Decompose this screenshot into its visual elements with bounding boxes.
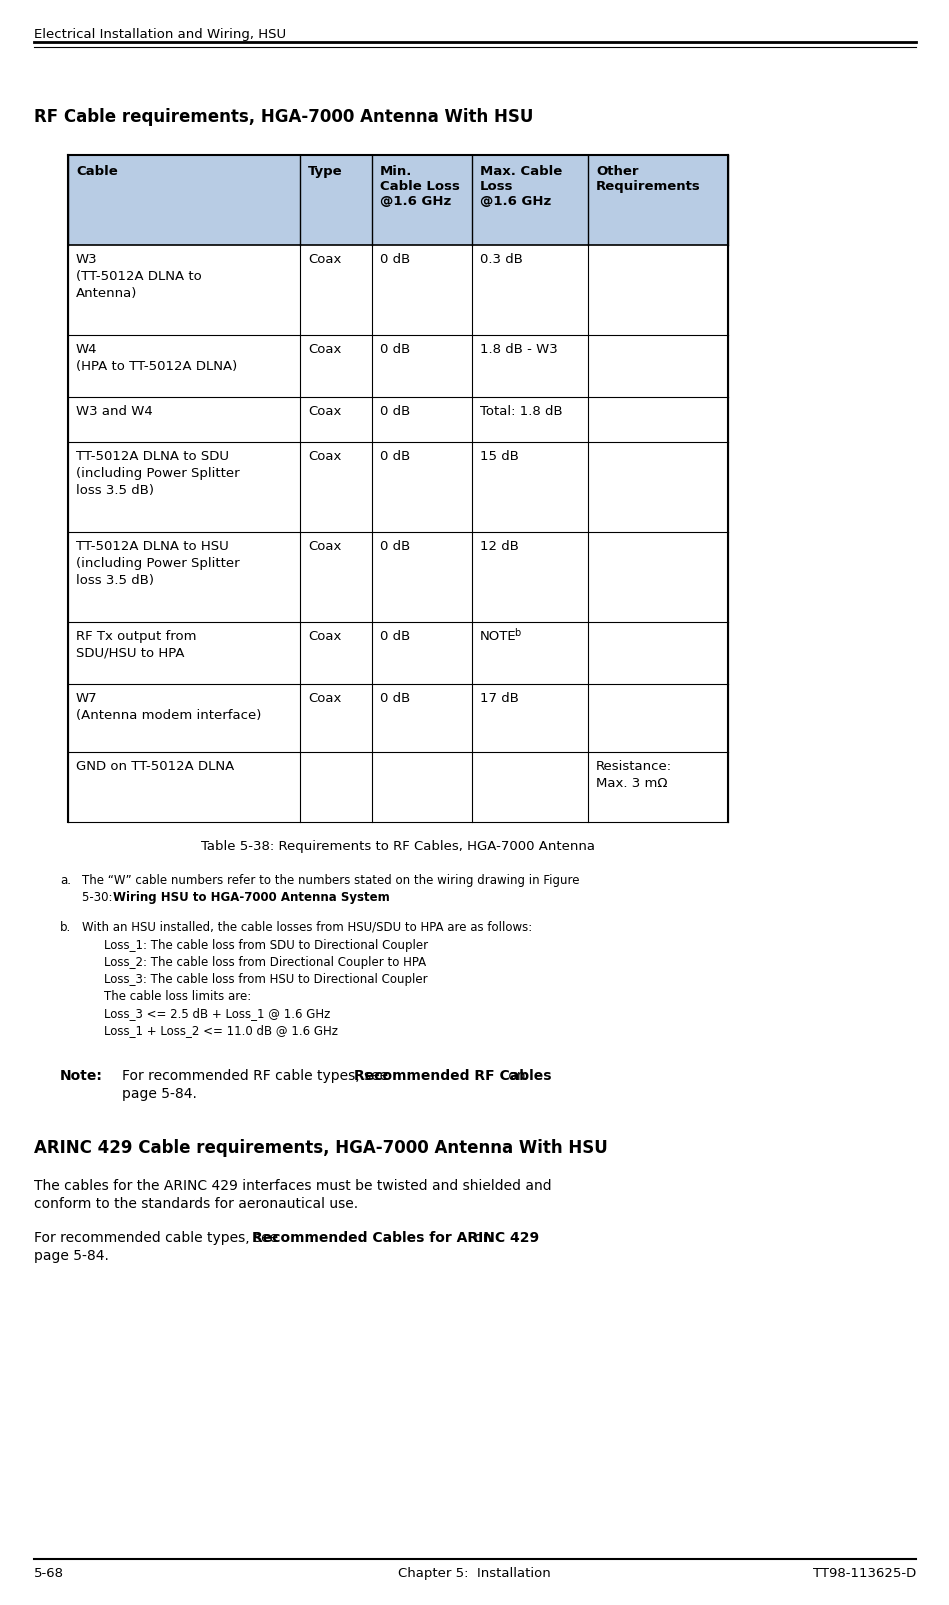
Text: W3 and W4: W3 and W4 xyxy=(76,404,153,417)
Text: a.: a. xyxy=(60,875,71,888)
Text: W4
(HPA to TT-5012A DLNA): W4 (HPA to TT-5012A DLNA) xyxy=(76,343,237,372)
Text: Total: 1.8 dB: Total: 1.8 dB xyxy=(480,404,563,417)
Text: Wiring HSU to HGA-7000 Antenna System: Wiring HSU to HGA-7000 Antenna System xyxy=(113,891,390,904)
Text: 5-68: 5-68 xyxy=(34,1566,64,1579)
Text: W7
(Antenna modem interface): W7 (Antenna modem interface) xyxy=(76,692,261,722)
Text: Coax: Coax xyxy=(308,404,342,417)
Text: 0 dB: 0 dB xyxy=(380,404,410,417)
Bar xyxy=(68,335,728,396)
Text: Max. Cable
Loss
@1.6 GHz: Max. Cable Loss @1.6 GHz xyxy=(480,165,562,209)
Text: Coax: Coax xyxy=(308,343,342,356)
Text: Coax: Coax xyxy=(308,449,342,462)
Text: Loss_1: The cable loss from SDU to Directional Coupler: Loss_1: The cable loss from SDU to Direc… xyxy=(104,939,428,952)
Text: For recommended cable types, see: For recommended cable types, see xyxy=(34,1231,283,1245)
Text: Min.
Cable Loss
@1.6 GHz: Min. Cable Loss @1.6 GHz xyxy=(380,165,460,209)
Text: Electrical Installation and Wiring, HSU: Electrical Installation and Wiring, HSU xyxy=(34,27,287,42)
Text: The cable loss limits are:: The cable loss limits are: xyxy=(104,990,251,1003)
Text: b: b xyxy=(514,628,520,639)
Text: on: on xyxy=(504,1069,526,1083)
Text: 0 dB: 0 dB xyxy=(380,631,410,644)
Text: 17 dB: 17 dB xyxy=(480,692,519,705)
Bar xyxy=(68,623,728,684)
Text: 12 dB: 12 dB xyxy=(480,539,519,554)
Bar xyxy=(68,156,728,246)
Text: For recommended RF cable types, see: For recommended RF cable types, see xyxy=(122,1069,393,1083)
Text: With an HSU installed, the cable losses from HSU/SDU to HPA are as follows:: With an HSU installed, the cable losses … xyxy=(82,921,532,934)
Text: 0 dB: 0 dB xyxy=(380,343,410,356)
Text: 1.8 dB - W3: 1.8 dB - W3 xyxy=(480,343,558,356)
Text: Loss_1 + Loss_2 <= 11.0 dB @ 1.6 GHz: Loss_1 + Loss_2 <= 11.0 dB @ 1.6 GHz xyxy=(104,1024,338,1037)
Text: RF Cable requirements, HGA-7000 Antenna With HSU: RF Cable requirements, HGA-7000 Antenna … xyxy=(34,108,533,127)
Text: ARINC 429 Cable requirements, HGA-7000 Antenna With HSU: ARINC 429 Cable requirements, HGA-7000 A… xyxy=(34,1140,607,1157)
Bar xyxy=(68,396,728,441)
Text: TT-5012A DLNA to SDU
(including Power Splitter
loss 3.5 dB): TT-5012A DLNA to SDU (including Power Sp… xyxy=(76,449,240,498)
Text: Loss_3: The cable loss from HSU to Directional Coupler: Loss_3: The cable loss from HSU to Direc… xyxy=(104,973,428,985)
Text: b.: b. xyxy=(60,921,71,934)
Text: 0 dB: 0 dB xyxy=(380,539,410,554)
Text: The cables for the ARINC 429 interfaces must be twisted and shielded and: The cables for the ARINC 429 interfaces … xyxy=(34,1180,551,1193)
Text: Coax: Coax xyxy=(308,631,342,644)
Text: GND on TT-5012A DLNA: GND on TT-5012A DLNA xyxy=(76,761,234,774)
Bar xyxy=(68,246,728,335)
Text: Other
Requirements: Other Requirements xyxy=(596,165,700,193)
Text: 0.3 dB: 0.3 dB xyxy=(480,254,523,266)
Bar xyxy=(68,753,728,822)
Text: 15 dB: 15 dB xyxy=(480,449,519,462)
Bar xyxy=(68,441,728,531)
Text: Recommended Cables for ARINC 429: Recommended Cables for ARINC 429 xyxy=(252,1231,539,1245)
Text: Coax: Coax xyxy=(308,254,342,266)
Text: Resistance:
Max. 3 mΩ: Resistance: Max. 3 mΩ xyxy=(596,761,672,790)
Text: TT-5012A DLNA to HSU
(including Power Splitter
loss 3.5 dB): TT-5012A DLNA to HSU (including Power Sp… xyxy=(76,539,240,587)
Text: on: on xyxy=(470,1231,492,1245)
Text: .: . xyxy=(360,891,363,904)
Text: Coax: Coax xyxy=(308,539,342,554)
Text: NOTE: NOTE xyxy=(480,631,516,644)
Bar xyxy=(68,531,728,623)
Text: 0 dB: 0 dB xyxy=(380,254,410,266)
Text: page 5-84.: page 5-84. xyxy=(122,1087,196,1101)
Text: 0 dB: 0 dB xyxy=(380,692,410,705)
Text: W3
(TT-5012A DLNA to
Antenna): W3 (TT-5012A DLNA to Antenna) xyxy=(76,254,202,300)
Text: RF Tx output from
SDU/HSU to HPA: RF Tx output from SDU/HSU to HPA xyxy=(76,631,196,660)
Bar xyxy=(68,684,728,753)
Text: 5-30:: 5-30: xyxy=(82,891,116,904)
Text: Type: Type xyxy=(308,165,343,178)
Text: 0 dB: 0 dB xyxy=(380,449,410,462)
Text: conform to the standards for aeronautical use.: conform to the standards for aeronautica… xyxy=(34,1197,358,1212)
Text: TT98-113625-D: TT98-113625-D xyxy=(812,1566,916,1579)
Text: Note:: Note: xyxy=(60,1069,102,1083)
Text: Chapter 5:  Installation: Chapter 5: Installation xyxy=(398,1566,550,1579)
Text: page 5-84.: page 5-84. xyxy=(34,1249,109,1263)
Text: The “W” cable numbers refer to the numbers stated on the wiring drawing in Figur: The “W” cable numbers refer to the numbe… xyxy=(82,875,580,888)
Text: Cable: Cable xyxy=(76,165,118,178)
Text: Loss_2: The cable loss from Directional Coupler to HPA: Loss_2: The cable loss from Directional … xyxy=(104,957,426,969)
Text: Table 5-38: Requirements to RF Cables, HGA-7000 Antenna: Table 5-38: Requirements to RF Cables, H… xyxy=(201,839,595,852)
Text: Recommended RF Cables: Recommended RF Cables xyxy=(354,1069,551,1083)
Text: Coax: Coax xyxy=(308,692,342,705)
Text: Loss_3 <= 2.5 dB + Loss_1 @ 1.6 GHz: Loss_3 <= 2.5 dB + Loss_1 @ 1.6 GHz xyxy=(104,1006,330,1021)
